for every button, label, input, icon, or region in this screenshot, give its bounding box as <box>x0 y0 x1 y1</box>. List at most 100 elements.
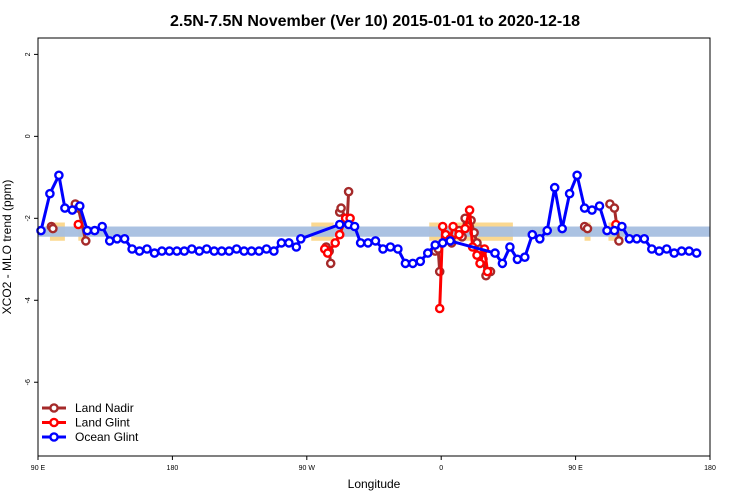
data-point <box>89 225 100 236</box>
data-point <box>422 248 433 258</box>
x-tick-label: 90 E <box>31 465 46 472</box>
data-point <box>582 223 593 234</box>
data-point <box>119 233 130 244</box>
legend-entry: Ocean Glint <box>42 430 139 444</box>
data-point <box>385 242 396 252</box>
data-point <box>186 244 197 254</box>
data-point <box>194 246 205 256</box>
data-point <box>276 238 287 248</box>
data-point <box>564 188 575 199</box>
data-point <box>602 225 612 236</box>
data-point <box>355 238 366 248</box>
data-point <box>269 246 279 256</box>
legend-label: Ocean Glint <box>75 430 139 444</box>
y-tick-label: 2 <box>25 52 32 56</box>
chart-title: 2.5N-7.5N November (Ver 10) 2015-01-01 t… <box>170 13 580 30</box>
y-axis: 2 0 -2 -4 -6 <box>25 52 38 385</box>
data-point <box>363 238 373 248</box>
data-point <box>60 203 70 213</box>
data-point <box>430 240 441 250</box>
data-point <box>464 205 475 215</box>
data-point <box>437 238 448 248</box>
data-point <box>497 258 508 269</box>
data-point <box>216 246 227 256</box>
data-point <box>330 238 341 248</box>
data-point <box>284 238 294 248</box>
data-point <box>475 258 485 269</box>
y-axis-label: XCO2 - MLO trend (ppm) <box>0 180 14 315</box>
legend-label: Land Glint <box>75 416 130 430</box>
data-point <box>142 244 152 254</box>
data-point <box>127 244 137 254</box>
data-point <box>460 223 470 234</box>
data-point <box>661 244 672 254</box>
data-point <box>415 256 426 267</box>
x-axis-label: Longitude <box>348 477 401 491</box>
legend-label: Land Nadir <box>75 401 134 415</box>
data-point <box>527 229 538 240</box>
data-point <box>542 225 553 236</box>
data-point <box>684 246 694 256</box>
data-point <box>676 246 687 256</box>
band-layer <box>38 226 710 237</box>
data-point <box>179 246 190 256</box>
data-point <box>370 236 381 246</box>
legend-swatch-point <box>49 403 59 413</box>
data-point <box>632 233 642 244</box>
data-point <box>647 244 657 254</box>
y-tick-label: -2 <box>25 215 32 221</box>
data-point <box>149 248 160 258</box>
data-point <box>48 223 58 234</box>
data-point <box>594 201 605 211</box>
data-point <box>261 244 272 254</box>
data-point <box>112 233 122 244</box>
data-point <box>393 244 403 254</box>
data-point <box>407 258 418 269</box>
y-tick-label: -4 <box>25 297 32 303</box>
data-point <box>609 203 620 213</box>
data-point <box>36 225 46 236</box>
data-point <box>246 246 257 256</box>
data-point <box>334 219 345 230</box>
legend-entry: Land Nadir <box>42 401 134 415</box>
data-point <box>669 248 680 258</box>
data-point <box>201 244 212 254</box>
data-point <box>224 246 234 256</box>
data-point <box>557 223 568 234</box>
data-point <box>624 233 635 244</box>
data-point <box>535 233 545 244</box>
data-point <box>67 205 78 215</box>
series-layer <box>36 170 702 314</box>
data-point <box>472 250 482 260</box>
data-point <box>448 221 458 232</box>
legend-swatch-point <box>49 417 59 428</box>
legend-swatch-point <box>49 432 59 442</box>
plot-frame <box>37 37 711 457</box>
data-point <box>157 246 167 256</box>
data-point <box>437 221 448 232</box>
data-point <box>587 205 597 215</box>
data-point <box>572 170 582 181</box>
data-point <box>609 225 620 236</box>
data-point <box>254 246 264 256</box>
legend-entry: Land Glint <box>42 416 130 430</box>
data-point <box>454 229 464 240</box>
data-point <box>291 242 302 252</box>
data-point <box>520 252 530 263</box>
x-tick-label: 90 E <box>568 465 583 472</box>
data-point <box>104 236 115 246</box>
data-point <box>617 221 627 232</box>
y-tick-label: -6 <box>25 379 32 385</box>
data-point <box>73 219 84 230</box>
data-point <box>322 248 333 258</box>
data-point <box>614 236 624 246</box>
data-point <box>349 221 360 232</box>
data-point <box>691 248 702 258</box>
data-point <box>231 244 242 254</box>
data-point <box>482 266 493 277</box>
data-point <box>54 170 64 181</box>
x-tick-label: 90 W <box>299 465 316 472</box>
data-point <box>505 242 515 252</box>
data-point <box>325 258 336 269</box>
x-tick-label: 180 <box>167 465 179 472</box>
